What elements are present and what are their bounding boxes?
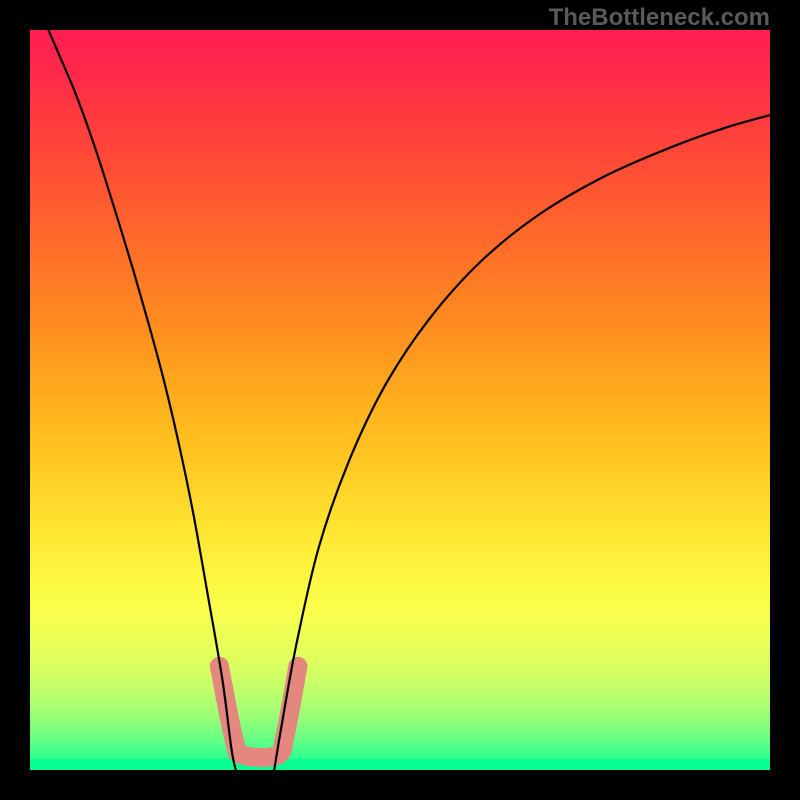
gradient-background [30, 30, 770, 770]
watermark-text: TheBottleneck.com [549, 4, 770, 32]
green-baseline [30, 759, 770, 770]
chart-container: TheBottleneck.com [0, 0, 800, 800]
bottleneck-chart [30, 30, 770, 770]
